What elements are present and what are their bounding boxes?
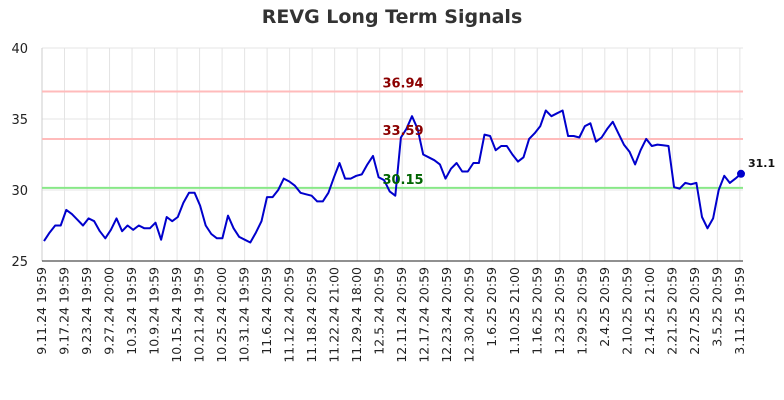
x-tick-label: 3.5.25 20:59 <box>709 267 724 347</box>
last-point-marker <box>737 169 745 178</box>
x-tick-label: 9.23.24 19:59 <box>79 267 94 355</box>
x-tick-label: 10.21.24 19:59 <box>192 267 207 363</box>
x-tick-label: 1.29.25 20:59 <box>574 267 589 355</box>
signal-line-label: 33.59 <box>382 124 423 139</box>
series-line <box>43 109 742 244</box>
x-tick-label: 1.10.25 21:00 <box>507 267 522 355</box>
x-tick-label: 1.6.25 20:59 <box>484 267 499 347</box>
x-tick-label: 2.21.25 20:59 <box>664 267 679 355</box>
x-tick-label: 12.30.24 20:59 <box>462 267 477 363</box>
x-tick-label: 12.23.24 20:59 <box>439 267 454 363</box>
x-tick-label: 10.25.24 20:00 <box>214 267 229 363</box>
x-tick-label: 12.11.24 20:59 <box>394 267 409 363</box>
x-tick-label: 11.18.24 20:59 <box>304 267 319 363</box>
x-tick-label: 11.6.24 20:59 <box>259 267 274 355</box>
y-tick-label: 40 <box>11 42 28 57</box>
x-tick-label: 2.10.25 20:59 <box>619 267 634 355</box>
x-tick-label: 1.23.25 20:59 <box>552 267 567 355</box>
x-tick-label: 10.9.24 19:59 <box>147 267 162 355</box>
x-tick-label: 9.17.24 19:59 <box>57 267 72 355</box>
x-tick-label: 12.17.24 20:59 <box>417 267 432 363</box>
x-tick-label: 2.4.25 20:59 <box>597 267 612 347</box>
x-tick-label: 9.11.24 19:59 <box>34 267 49 355</box>
signal-line-label: 30.15 <box>382 173 423 188</box>
x-tick-label: 10.3.24 19:59 <box>124 267 139 355</box>
x-tick-label: 1.16.25 20:59 <box>529 267 544 355</box>
last-value-label: 31.1 <box>748 157 775 170</box>
x-tick-label: 9.27.24 20:00 <box>102 267 117 355</box>
x-tick-label: 10.31.24 19:59 <box>237 267 252 363</box>
x-tick-label: 12.5.24 20:59 <box>372 267 387 355</box>
chart-title: REVG Long Term Signals <box>261 6 523 28</box>
signal-line-label: 36.94 <box>382 76 423 91</box>
y-tick-label: 30 <box>11 184 28 199</box>
plot-area <box>42 48 743 261</box>
x-tick-label: 11.12.24 20:59 <box>282 267 297 363</box>
x-tick-label: 11.29.24 18:00 <box>349 267 364 363</box>
x-tick-label: 2.14.25 21:00 <box>642 267 657 355</box>
x-tick-label: 2.27.25 20:59 <box>687 267 702 355</box>
x-tick-label: 10.15.24 19:59 <box>169 267 184 363</box>
x-tick-label: 11.22.24 21:00 <box>327 267 342 363</box>
y-tick-label: 25 <box>11 255 28 270</box>
x-tick-label: 3.11.25 19:59 <box>732 267 747 355</box>
y-tick-label: 35 <box>11 113 28 128</box>
